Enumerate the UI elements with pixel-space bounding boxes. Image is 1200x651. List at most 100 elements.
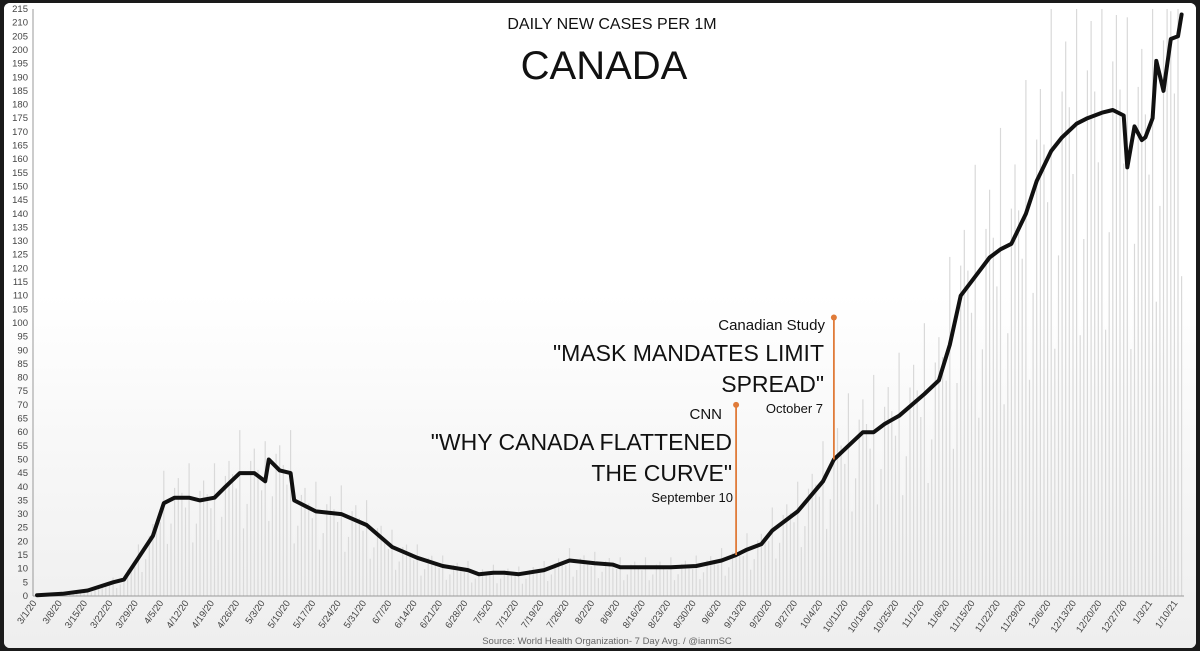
daily-bar <box>453 564 455 596</box>
daily-bar <box>670 557 672 596</box>
daily-bar <box>851 511 853 596</box>
daily-bar <box>655 564 657 596</box>
daily-bar <box>391 529 393 596</box>
daily-bar <box>619 557 621 596</box>
daily-bar <box>779 542 781 596</box>
daily-bar <box>101 583 103 596</box>
x-tick-label: 9/13/20 <box>722 598 749 630</box>
daily-bar <box>916 390 918 596</box>
daily-bar <box>1105 329 1107 596</box>
annotation-cnn-dot <box>733 401 740 408</box>
y-tick-label: 155 <box>12 168 28 179</box>
daily-bar <box>804 526 806 596</box>
x-tick-label: 7/26/20 <box>545 598 572 630</box>
y-tick-label: 35 <box>17 495 28 506</box>
annotation-study-headline-2: SPREAD" <box>721 371 824 397</box>
daily-bar <box>174 487 176 596</box>
daily-bar <box>641 570 643 596</box>
x-tick-label: 5/17/20 <box>291 598 318 630</box>
daily-bar <box>242 528 245 596</box>
daily-bar <box>1177 9 1179 596</box>
daily-bar <box>1097 162 1099 597</box>
y-tick-label: 70 <box>17 400 28 411</box>
daily-bar <box>1007 333 1009 596</box>
daily-bar <box>547 581 549 596</box>
x-tick-label: 4/26/20 <box>215 598 242 630</box>
daily-bar <box>134 566 136 596</box>
daily-bar <box>880 469 882 596</box>
daily-bar <box>721 548 723 596</box>
daily-bar <box>1043 144 1045 596</box>
daily-bar <box>116 588 118 596</box>
daily-bar <box>666 570 668 596</box>
daily-bar <box>413 560 415 596</box>
daily-bar <box>757 540 759 596</box>
daily-bar <box>1130 349 1132 596</box>
daily-bar <box>858 419 860 596</box>
daily-bar <box>1025 80 1027 596</box>
x-tick-label: 11/29/20 <box>999 598 1029 634</box>
x-tick-label: 5/24/20 <box>317 598 344 630</box>
y-tick-label: 105 <box>12 304 28 315</box>
daily-bar <box>692 569 694 596</box>
daily-bar <box>659 561 661 596</box>
daily-bar <box>463 572 465 596</box>
x-tick-label: 3/15/20 <box>63 598 90 630</box>
y-tick-label: 200 <box>12 45 28 56</box>
daily-bar <box>554 563 556 596</box>
daily-bar <box>206 494 208 596</box>
x-tick-label: 10/25/20 <box>871 598 901 635</box>
daily-bar <box>601 571 603 596</box>
x-tick-label: 8/2/20 <box>573 598 597 626</box>
daily-bar <box>630 564 632 596</box>
chart-subtitle: CANADA <box>521 44 688 88</box>
daily-bar <box>492 564 494 596</box>
y-tick-label: 25 <box>17 523 28 534</box>
daily-bar <box>318 549 321 596</box>
daily-bar <box>771 507 773 596</box>
daily-bar <box>1166 9 1168 596</box>
daily-bar <box>1133 243 1136 597</box>
daily-bar <box>840 445 842 596</box>
daily-bar <box>203 480 205 596</box>
daily-bar <box>210 508 212 596</box>
daily-bar <box>583 555 585 596</box>
daily-bar <box>811 473 813 596</box>
daily-bar <box>268 520 270 596</box>
daily-bar <box>818 496 820 596</box>
daily-bar <box>565 565 567 596</box>
daily-bar <box>724 575 726 596</box>
daily-bar <box>945 380 947 596</box>
daily-bar <box>677 574 679 596</box>
annotation-cnn-source: CNN <box>690 406 723 423</box>
daily-bar <box>340 485 342 596</box>
y-tick-label: 15 <box>17 550 28 561</box>
x-tick-label: 1/3/21 <box>1131 598 1155 626</box>
daily-bar <box>869 448 871 596</box>
daily-bar <box>684 560 686 596</box>
daily-bar <box>152 523 154 596</box>
daily-bar <box>644 557 647 596</box>
daily-bar <box>1072 174 1074 596</box>
daily-bar <box>496 583 498 596</box>
x-tick-label: 4/19/20 <box>190 598 217 630</box>
x-tick-label: 8/23/20 <box>646 598 673 630</box>
daily-bar <box>992 237 994 596</box>
daily-bar <box>250 460 252 596</box>
daily-bar <box>94 590 96 596</box>
daily-bar <box>934 362 936 596</box>
daily-bar <box>1094 91 1096 596</box>
daily-bar <box>981 349 983 596</box>
daily-bar <box>713 560 715 596</box>
y-tick-label: 140 <box>12 209 28 220</box>
daily-bar <box>797 481 799 596</box>
y-tick-label: 125 <box>12 250 28 261</box>
daily-bar <box>568 548 571 596</box>
daily-bar <box>293 543 295 596</box>
daily-bar <box>543 561 545 596</box>
daily-bar <box>130 567 132 596</box>
x-tick-label: 9/6/20 <box>700 598 724 626</box>
daily-bar <box>282 465 284 596</box>
daily-bar <box>789 512 791 596</box>
daily-bar <box>1032 292 1034 596</box>
